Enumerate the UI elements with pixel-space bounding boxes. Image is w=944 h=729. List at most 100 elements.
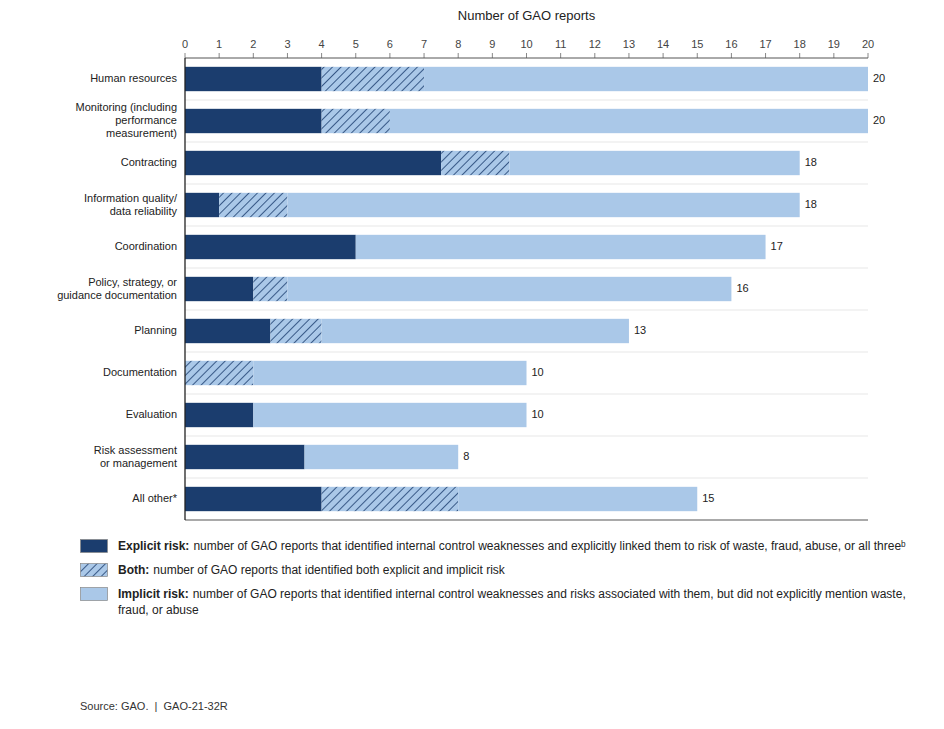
x-tick	[321, 53, 322, 58]
x-axis: 01234567891011121314151617181920	[182, 38, 874, 58]
row-separator	[185, 268, 868, 269]
x-tick	[355, 53, 356, 58]
legend-description: number of GAO reports that identified bo…	[153, 563, 505, 577]
row-separator	[185, 394, 868, 395]
category-label: Contracting	[121, 156, 177, 168]
category-label: Planning	[134, 324, 177, 336]
x-tick-label: 8	[455, 38, 461, 50]
total-label: 10	[532, 408, 544, 420]
bar-segment: Explicit risk: 2	[185, 403, 253, 427]
x-tick-label: 9	[489, 38, 495, 50]
x-tick-label: 20	[862, 38, 874, 50]
bar-segment: Implicit risk: 8	[253, 361, 526, 385]
total-label: 20	[873, 114, 885, 126]
x-tick	[287, 53, 288, 58]
x-tick-label: 10	[520, 38, 532, 50]
total-labels: 202018181716131010815	[463, 72, 885, 504]
row-separator	[185, 310, 868, 311]
row-separator	[185, 184, 868, 185]
x-tick-label: 4	[319, 38, 325, 50]
y-axis-line	[184, 58, 185, 520]
x-tick-label: 14	[657, 38, 669, 50]
x-tick-label: 16	[725, 38, 737, 50]
x-tick	[253, 53, 254, 58]
row-separator	[185, 436, 868, 437]
x-tick	[799, 53, 800, 58]
bar-segment: Both: 1.5	[270, 319, 321, 343]
bar-segment: Explicit risk: 4	[185, 109, 322, 133]
category-label: Information quality/data reliability	[84, 191, 178, 216]
legend-swatch	[80, 587, 108, 601]
x-tick-label: 13	[623, 38, 635, 50]
bar-segment: Implicit risk: 4.5	[305, 445, 459, 469]
x-tick	[628, 53, 629, 58]
x-tick	[526, 53, 527, 58]
legend-item: Implicit risk:number of GAO reports that…	[80, 586, 910, 618]
bar-segment: Implicit risk: 13	[424, 67, 868, 91]
bars: Explicit risk: 4Both: 3Implicit risk: 13…	[185, 67, 868, 511]
x-tick-label: 5	[353, 38, 359, 50]
x-tick-label: 6	[387, 38, 393, 50]
category-label: Coordination	[115, 240, 177, 252]
x-tick-label: 2	[250, 38, 256, 50]
x-tick-label: 1	[216, 38, 222, 50]
total-label: 18	[805, 198, 817, 210]
bar-segment: Explicit risk: 4	[185, 67, 322, 91]
row-separator	[185, 520, 868, 521]
x-axis-label: Number of GAO reports	[458, 8, 596, 23]
bar-segment: Both: 1	[253, 277, 287, 301]
x-tick	[663, 53, 664, 58]
bar-segment: Explicit risk: 5	[185, 235, 356, 259]
x-tick	[697, 53, 698, 58]
total-label: 18	[805, 156, 817, 168]
bar-segment: Both: 3	[322, 67, 424, 91]
row-separator	[185, 478, 868, 479]
x-tick	[424, 53, 425, 58]
x-tick-label: 18	[794, 38, 806, 50]
x-tick-label: 11	[555, 38, 566, 50]
x-tick-label: 3	[284, 38, 290, 50]
x-tick-label: 0	[182, 38, 188, 50]
total-label: 20	[873, 72, 885, 84]
total-label: 8	[463, 450, 469, 462]
x-tick	[185, 53, 186, 58]
bar-segment: Explicit risk: 2	[185, 277, 253, 301]
row-separator	[185, 352, 868, 353]
total-label: 13	[634, 324, 646, 336]
bar-segment: Both: 2	[322, 109, 390, 133]
legend-label: Implicit risk:	[118, 587, 189, 601]
total-label: 15	[702, 492, 714, 504]
x-tick	[833, 53, 834, 58]
bar-segment: Implicit risk: 8.5	[509, 151, 799, 175]
bar-segment: Implicit risk: 12	[356, 235, 766, 259]
x-tick-label: 15	[691, 38, 703, 50]
source-note: Source: GAO. | GAO-21-32R	[80, 700, 228, 712]
x-tick	[731, 53, 732, 58]
legend-item: Explicit risk: number of GAO reports that…	[80, 538, 910, 554]
bar-segment: Explicit risk: 3.5	[185, 445, 305, 469]
legend-label: Explicit risk:	[118, 539, 189, 553]
legend-swatch	[80, 563, 108, 577]
y-axis: Human resourcesMonitoring (includingperf…	[57, 72, 178, 504]
bar-segment: Implicit risk: 7	[458, 487, 697, 511]
row-separator	[185, 58, 868, 59]
total-label: 10	[532, 366, 544, 378]
bar-segment: Both: 2	[219, 193, 287, 217]
legend: Explicit risk: number of GAO reports that…	[80, 538, 910, 626]
bar-segment: Implicit risk: 15	[287, 193, 799, 217]
bar-segment: Implicit risk: 9	[322, 319, 629, 343]
bar-segment: Explicit risk: 1	[185, 193, 219, 217]
bar-segment: Explicit risk: 7.5	[185, 151, 441, 175]
category-label: Evaluation	[126, 408, 177, 420]
legend-swatch	[80, 539, 108, 553]
row-separators	[185, 58, 868, 520]
legend-description: number of GAO reports that identified in…	[193, 539, 905, 553]
category-label: Documentation	[103, 366, 177, 378]
x-tick	[560, 53, 561, 58]
bar-segment: Both: 2	[185, 361, 253, 385]
x-tick	[458, 53, 459, 58]
total-label: 17	[771, 240, 783, 252]
bar-segment: Implicit risk: 8	[253, 403, 526, 427]
x-tick-label: 19	[828, 38, 840, 50]
bar-segment: Implicit risk: 13	[287, 277, 731, 301]
